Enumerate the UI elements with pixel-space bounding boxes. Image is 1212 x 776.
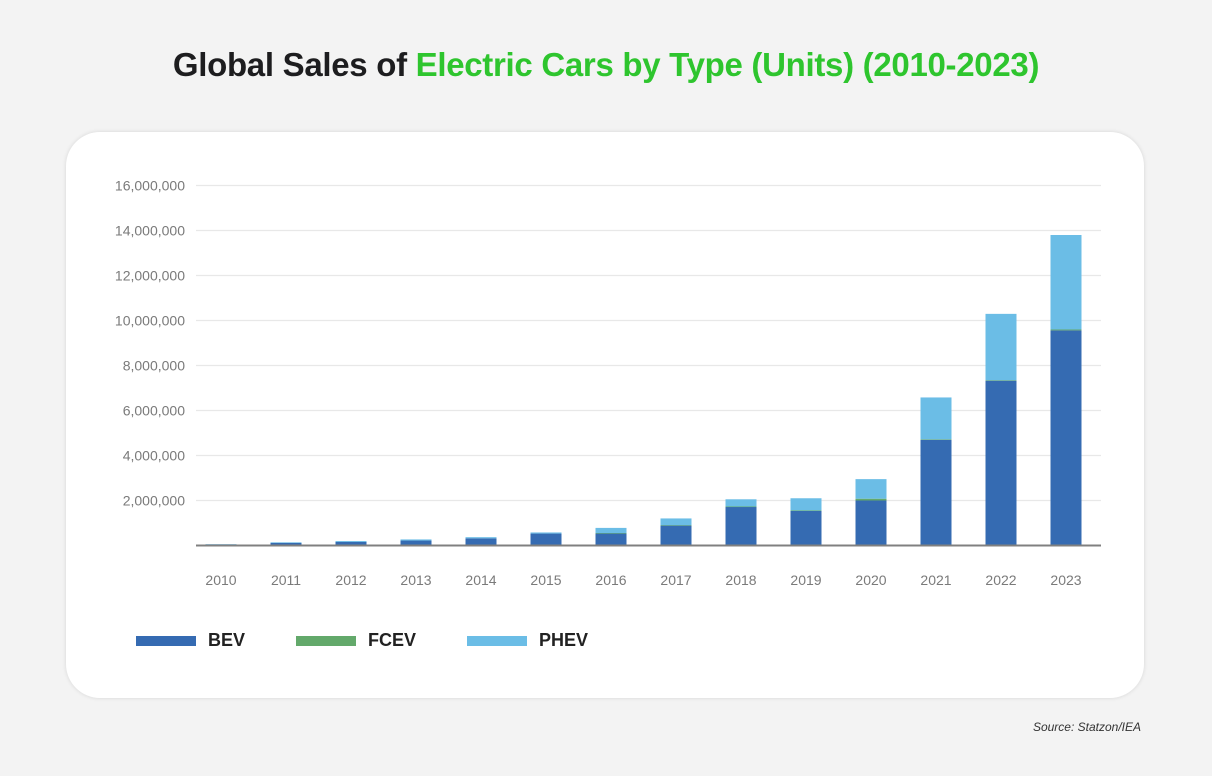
y-tick-label: 10,000,000 (115, 313, 185, 329)
bar-phev-2012 (335, 541, 367, 542)
bar-bev-2013 (400, 540, 432, 546)
bar-phev-2017 (660, 518, 692, 526)
bar-fcev-2017 (660, 525, 692, 526)
title-prefix: Global Sales of (172, 46, 416, 83)
bar-fcev-2018 (725, 506, 757, 508)
legend-swatch-phev (467, 635, 527, 646)
legend-label-fcev: FCEV (368, 630, 417, 650)
bar-phev-2018 (725, 499, 757, 507)
x-tick-label: 2023 (1050, 572, 1081, 588)
gridlines (196, 184, 1101, 502)
x-tick-label: 2020 (855, 572, 886, 588)
bar-fcev-2022 (985, 380, 1017, 381)
bar-bev-2020 (855, 500, 887, 546)
x-tick-label: 2018 (725, 572, 756, 588)
legend-swatch-fcev (296, 635, 356, 646)
legend-label-bev: BEV (208, 630, 246, 650)
bar-bev-2011 (270, 542, 302, 546)
x-tick-label: 2014 (465, 572, 496, 588)
bar-phev-2022 (985, 313, 1017, 381)
bar-phev-2020 (855, 479, 887, 499)
x-tick-label: 2012 (335, 572, 366, 588)
source-note: Source: Statzon/IEA (1032, 720, 1141, 734)
x-axis-ticks: 2010 2011 2012 2013 2014 2015 2016 2017 2018 2019… (205, 572, 1081, 588)
y-axis-ticks: 2,000,000 4,000,000 6,000,000 8,000,000 10,0… (115, 178, 185, 509)
bar-fcev-2019 (790, 510, 822, 511)
bar-phev-2013 (400, 539, 432, 541)
bar-phev-2021 (920, 397, 952, 440)
x-tick-label: 2011 (271, 572, 301, 588)
x-tick-label: 2022 (985, 572, 1016, 588)
legend-label-phev: PHEV (539, 630, 589, 650)
bar-fcev-2021 (920, 439, 952, 440)
bar-phev-2016 (595, 527, 627, 534)
bar-phev-2011 (270, 542, 302, 543)
legend-swatch-bev (136, 635, 196, 646)
x-tick-label: 2013 (400, 572, 431, 588)
bar-phev-2014 (465, 537, 497, 539)
bar-phev-2019 (790, 498, 822, 511)
bar-bev-2018 (725, 506, 757, 546)
y-tick-label: 16,000,000 (115, 178, 185, 194)
x-tick-label: 2017 (660, 572, 691, 588)
bar-bev-2014 (465, 538, 497, 546)
y-tick-label: 4,000,000 (123, 448, 185, 464)
bar-bev-2016 (595, 533, 627, 546)
bar-bev-2022 (985, 380, 1017, 546)
bar-fcev-2023 (1050, 329, 1082, 331)
bar-fcev-2020 (855, 498, 887, 501)
x-tick-label: 2019 (790, 572, 821, 588)
legend-item-bev[interactable]: BEV (136, 630, 245, 651)
x-tick-label: 2021 (920, 572, 951, 588)
y-tick-label: 12,000,000 (115, 268, 185, 284)
bar-bev-2015 (530, 533, 562, 546)
bar-phev-2015 (530, 532, 562, 534)
bar-fcev-2016 (595, 533, 627, 534)
bar-bev-2012 (335, 541, 367, 546)
y-tick-label: 14,000,000 (115, 223, 185, 239)
bars (205, 235, 1082, 546)
x-tick-label: 2010 (205, 572, 236, 588)
title-accent: Electric Cars by Type (Units) (2010-2023… (415, 46, 1040, 83)
bar-bev-2021 (920, 439, 952, 546)
legend-item-fcev[interactable]: FCEV (296, 630, 416, 651)
y-tick-label: 6,000,000 (123, 403, 185, 419)
bar-bev-2023 (1050, 330, 1082, 546)
bar-bev-2017 (660, 525, 692, 546)
y-tick-label: 2,000,000 (123, 493, 185, 509)
chart-title: Global Sales of Electric Cars by Type (U… (0, 46, 1212, 84)
chart-card (66, 132, 1144, 698)
x-tick-label: 2016 (595, 572, 626, 588)
x-tick-label: 2015 (530, 572, 561, 588)
bar-phev-2023 (1050, 235, 1082, 330)
bar-bev-2019 (790, 510, 822, 546)
y-tick-label: 8,000,000 (123, 358, 185, 374)
legend-item-phev[interactable]: PHEV (467, 630, 588, 651)
